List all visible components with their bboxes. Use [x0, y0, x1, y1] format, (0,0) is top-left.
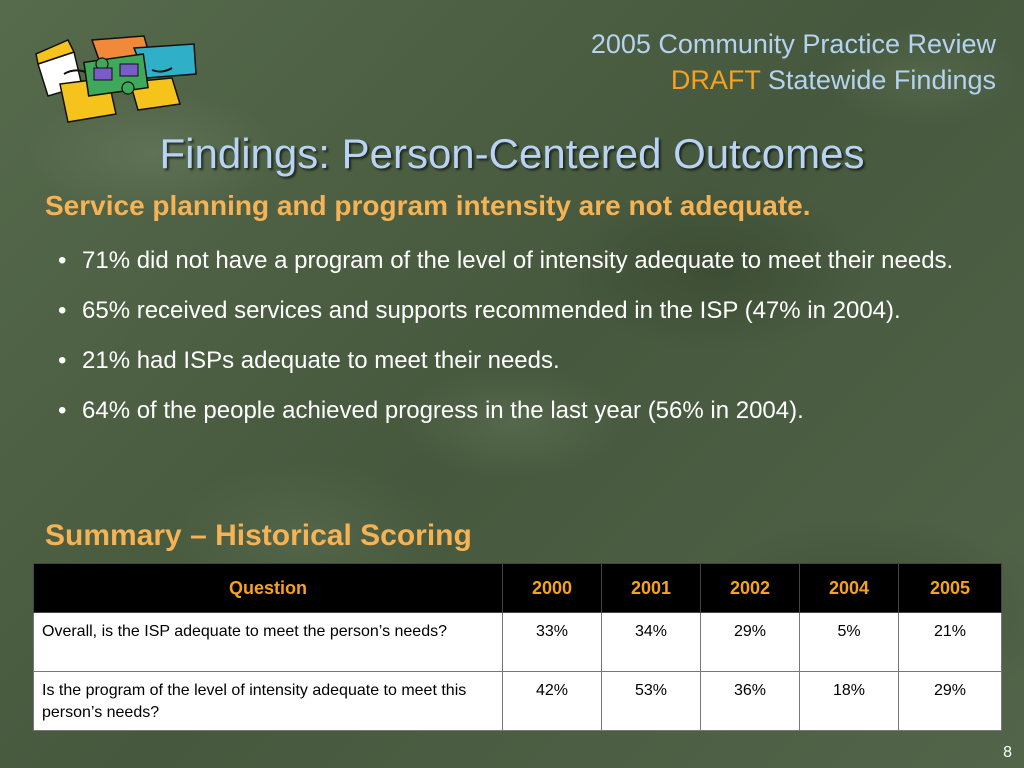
draft-label: DRAFT: [670, 65, 761, 95]
column-header-2000: 2000: [502, 563, 602, 613]
table-cell: 34%: [601, 612, 701, 672]
table-row: Is the program of the level of intensity…: [33, 671, 1002, 731]
table-cell: 53%: [601, 671, 701, 731]
list-item: • 64% of the people achieved progress in …: [58, 394, 988, 428]
presentation-header: 2005 Community Practice Review DRAFT Sta…: [591, 26, 996, 98]
bullet-text: 64% of the people achieved progress in t…: [82, 397, 804, 424]
list-item: • 71% did not have a program of the level…: [58, 244, 988, 278]
header-line-2: DRAFT Statewide Findings: [591, 62, 996, 98]
table-cell: 18%: [799, 671, 899, 731]
header-line-1: 2005 Community Practice Review: [590, 29, 996, 59]
bullet-icon: •: [58, 247, 67, 274]
findings-list: • 71% did not have a program of the level…: [58, 244, 988, 444]
historical-scoring-table: Question 2000 2001 2002 2004 2005 Overal…: [33, 563, 1002, 731]
bullet-icon: •: [58, 347, 67, 374]
table-cell: 33%: [502, 612, 602, 672]
section-title: Summary – Historical Scoring: [45, 519, 472, 552]
table-cell-question: Is the program of the level of intensity…: [33, 671, 503, 731]
table-header-row: Question 2000 2001 2002 2004 2005: [33, 563, 1002, 613]
header-statewide: Statewide Findings: [767, 65, 996, 95]
column-header-2001: 2001: [601, 563, 701, 613]
table-cell: 29%: [898, 671, 1002, 731]
table-row: Overall, is the ISP adequate to meet the…: [33, 612, 1002, 672]
bullet-text: 71% did not have a program of the level …: [82, 247, 954, 274]
table-cell: 5%: [799, 612, 899, 672]
column-header-2002: 2002: [700, 563, 800, 613]
page-number: 8: [1003, 744, 1012, 761]
bullet-icon: •: [58, 397, 67, 424]
list-item: • 65% received services and supports reco…: [58, 294, 988, 328]
bullet-icon: •: [58, 297, 67, 324]
table-cell: 29%: [700, 612, 800, 672]
puzzle-hands-icon: [34, 34, 200, 126]
table-cell: 36%: [700, 671, 800, 731]
table-cell: 21%: [898, 612, 1002, 672]
list-item: • 21% had ISPs adequate to meet their nee…: [58, 344, 988, 378]
column-header-question: Question: [33, 563, 503, 613]
slide-subtitle: Service planning and program intensity a…: [45, 190, 811, 221]
bullet-text: 65% received services and supports recom…: [82, 297, 901, 324]
column-header-2005: 2005: [898, 563, 1002, 613]
column-header-2004: 2004: [799, 563, 899, 613]
table-cell-question: Overall, is the ISP adequate to meet the…: [33, 612, 503, 672]
slide-title: Findings: Person-Centered Outcomes: [159, 130, 865, 177]
bullet-text: 21% had ISPs adequate to meet their need…: [82, 347, 560, 374]
table-cell: 42%: [502, 671, 602, 731]
